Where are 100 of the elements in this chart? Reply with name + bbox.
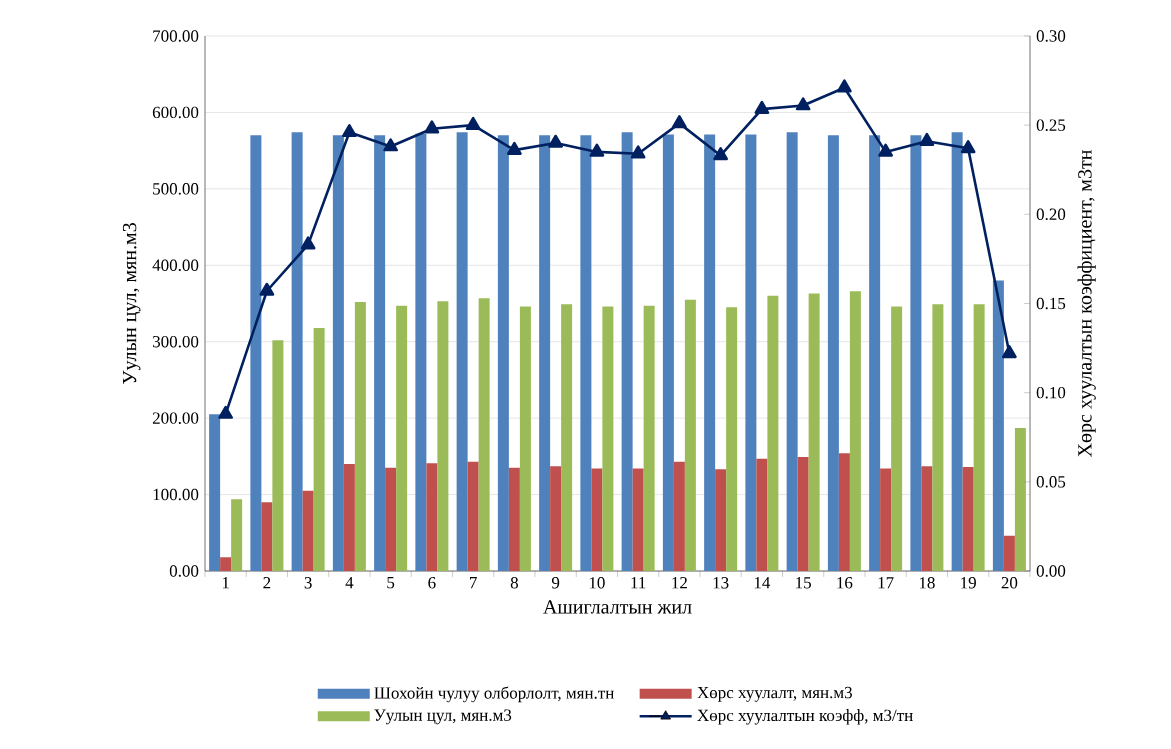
bar [797,457,809,571]
bar [261,502,273,571]
bar [561,304,573,571]
x-tick-label: 15 [796,577,811,589]
bar [415,133,427,571]
y-tick-label: 0.00 [169,565,199,577]
y-tick-label: 300.00 [153,335,199,348]
legend-label: Хөрс хуулалтын коэфф, м3/тн [697,709,913,725]
bar [396,305,408,571]
bar [921,466,933,571]
bar [808,293,820,571]
bar [478,298,490,571]
bar [880,468,892,571]
bar [838,453,850,571]
point [300,236,316,250]
bar [726,307,738,571]
x-tick-label: 3 [304,577,312,589]
bar [591,468,603,571]
point [754,100,770,114]
bar [250,135,262,571]
x-tick-label: 14 [754,577,771,589]
point [342,124,357,138]
y2-tick-label: 0.05 [1036,476,1066,488]
point [424,120,440,134]
point [630,145,646,159]
point [548,134,563,148]
bar [756,458,768,571]
y2-axis-title: Хөрс хуулалтын коэффициент, м3тн [1077,150,1096,457]
x-tick-label: 11 [631,577,646,589]
bar [467,461,479,571]
x-tick-label: 7 [470,577,477,589]
x-tick-label: 19 [961,577,976,589]
x-tick-label: 2 [263,577,271,589]
bar [643,305,655,571]
y2-tick-label: 0.20 [1036,208,1066,221]
bar [456,132,468,571]
y2-tick-label: 0.10 [1036,386,1066,399]
y2-tick-label: 0.30 [1036,30,1066,42]
bar [231,499,243,571]
x-tick-label: 16 [837,577,853,589]
bar [220,557,232,571]
y-tick-label: 400.00 [152,259,199,272]
x-tick-label: 6 [428,577,436,589]
bar [849,291,861,571]
bar [1003,535,1015,571]
bar [786,132,798,571]
point [795,97,811,111]
bar [437,301,449,571]
point [837,79,852,93]
bar [354,301,366,571]
y-tick-label: 700.00 [153,30,199,42]
point [465,116,481,130]
x-tick-label: 5 [387,577,395,589]
bar [343,464,355,571]
bar [385,467,397,571]
y2-tick-label: 0.00 [1036,565,1066,577]
bar [992,280,1004,571]
x-tick-label: 4 [345,577,354,589]
bar [519,306,531,571]
bar [715,469,727,571]
bar [302,490,314,571]
y-tick-label: 600.00 [152,106,199,119]
x-tick-label: 10 [589,577,605,589]
bar [550,466,562,571]
bar [973,304,985,571]
y2-tick-label: 0.15 [1036,297,1066,310]
bar [951,132,963,571]
bar [621,132,633,571]
bar [662,134,674,571]
bar [332,135,344,571]
point [383,138,398,152]
point [672,115,687,129]
point [960,140,976,154]
bar [962,467,974,571]
bar [767,295,779,571]
point [507,141,522,155]
bar [313,327,325,571]
x-tick-label: 1 [222,577,229,589]
point [919,132,935,147]
bar [209,414,221,571]
bar [891,306,903,571]
legend-label: Хөрс хуулалт, мян.м3 [697,686,852,702]
point [259,282,275,296]
x-tick-label: 8 [510,577,518,589]
x-tick-label: 12 [672,577,687,589]
point [1002,345,1017,359]
bar [497,135,509,571]
point [218,405,233,419]
x-tick-label: 20 [1001,577,1018,589]
bar [869,135,881,571]
bar [291,132,303,571]
bar [602,306,614,571]
point [713,147,728,161]
bar [704,134,716,571]
x-tick-label: 18 [919,577,935,589]
bar [745,134,757,571]
bar [508,467,520,571]
y-tick-label: 500.00 [153,183,199,195]
x-tick-label: 9 [551,577,560,589]
legend-label: Уулын цул, мян.м3 [374,709,512,725]
